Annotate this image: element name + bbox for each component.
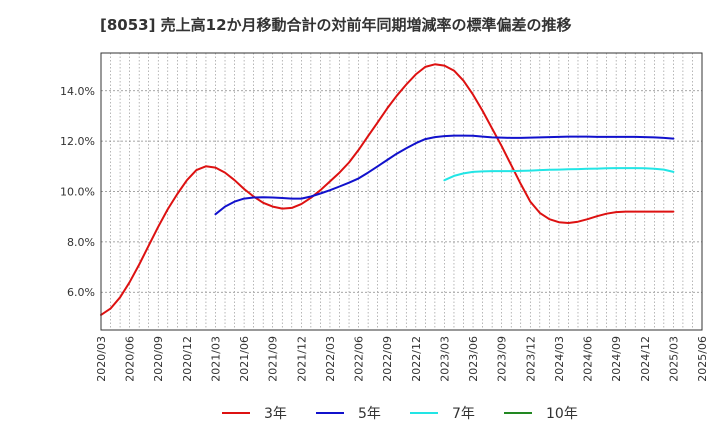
series-lines <box>100 63 675 316</box>
x-tick-label: 2023/03 <box>438 336 451 382</box>
x-tick-label: 2024/03 <box>553 336 566 382</box>
series-line <box>443 167 675 182</box>
x-tick-label: 2020/09 <box>152 336 165 382</box>
y-tick-label: 14.0% <box>60 85 95 98</box>
legend-label: 3年 <box>264 406 287 422</box>
x-tick-label: 2022/06 <box>353 336 366 382</box>
legend-label: 10年 <box>546 406 578 422</box>
x-tick-label: 2021/06 <box>238 336 251 382</box>
x-tick-label: 2023/06 <box>467 336 480 382</box>
x-tick-label: 2021/09 <box>267 336 280 382</box>
x-tick-label: 2024/06 <box>582 336 595 382</box>
x-tick-label: 2021/12 <box>295 336 308 382</box>
series-line <box>100 63 675 316</box>
x-tick-label: 2024/12 <box>639 336 652 382</box>
y-axis-ticks: 6.0% 8.0% 10.0% 12.0% 14.0% <box>60 85 95 299</box>
x-tick-label: 2025/03 <box>667 336 680 382</box>
legend: 3年 5年 7年 10年 <box>222 406 578 422</box>
x-tick-label: 2023/12 <box>524 336 537 382</box>
x-tick-label: 2021/03 <box>209 336 222 382</box>
x-tick-label: 2022/03 <box>324 336 337 382</box>
legend-label: 5年 <box>358 406 381 422</box>
plot-frame <box>100 52 703 331</box>
x-tick-label: 2023/09 <box>496 336 509 382</box>
y-tick-label: 12.0% <box>60 135 95 148</box>
y-tick-label: 6.0% <box>67 286 95 299</box>
chart-title: [8053] 売上高12か月移動合計の対前年同期増減率の標準偏差の推移 <box>100 16 572 34</box>
x-tick-label: 2025/06 <box>696 336 709 382</box>
legend-label: 7年 <box>452 406 475 422</box>
x-tick-label: 2020/06 <box>124 336 137 382</box>
x-tick-label: 2020/03 <box>95 336 108 382</box>
grid-lines <box>101 53 702 330</box>
x-tick-label: 2024/09 <box>610 336 623 382</box>
y-tick-label: 8.0% <box>67 236 95 249</box>
series-line <box>214 134 675 216</box>
x-tick-label: 2020/12 <box>181 336 194 382</box>
x-axis-ticks: 2020/03 2020/06 2020/09 2020/12 2021/03 2021/… <box>95 336 709 382</box>
y-tick-label: 10.0% <box>60 186 95 199</box>
x-tick-label: 2022/09 <box>381 336 394 382</box>
x-tick-label: 2022/12 <box>410 336 423 382</box>
